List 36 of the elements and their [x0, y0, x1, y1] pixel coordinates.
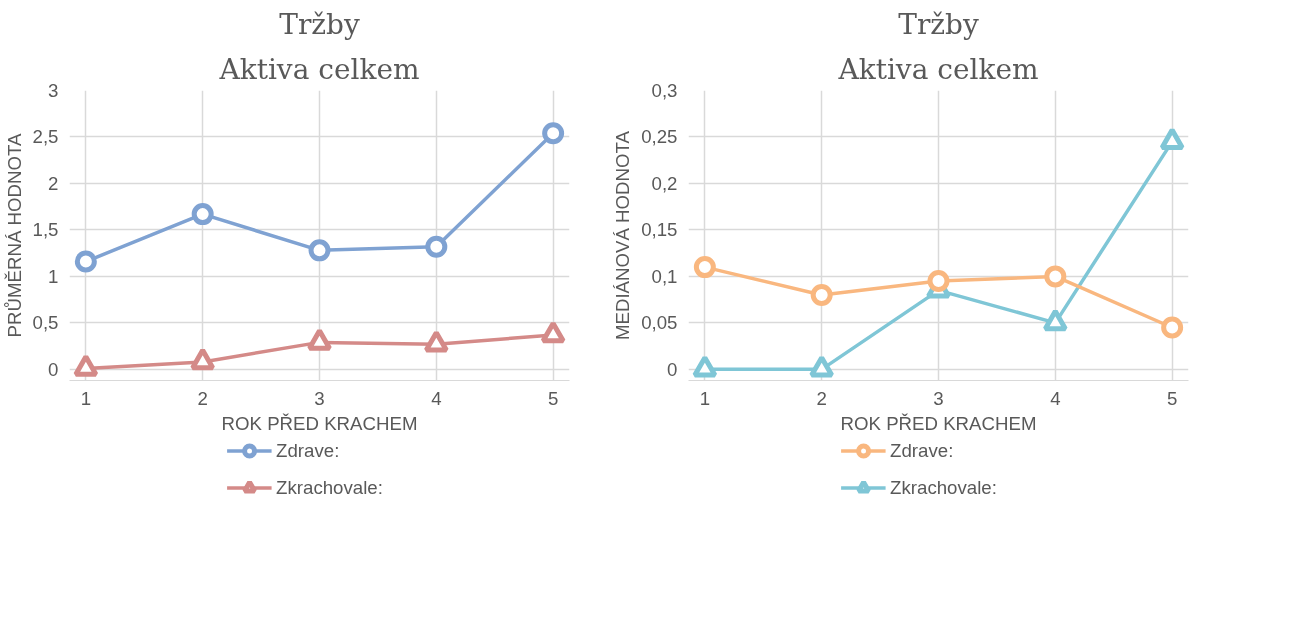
x-tick-label: 4 [431, 387, 442, 409]
y-tick-label: 2,5 [32, 126, 59, 148]
x-tick-label: 1 [699, 387, 711, 409]
chart-subtitle: Aktiva celkem [837, 52, 1039, 86]
legend-label: Zdrave: [276, 439, 340, 462]
x-tick-label: 2 [816, 387, 827, 409]
y-tick-label: 1,5 [32, 219, 59, 241]
x-tick-label: 2 [197, 387, 208, 409]
y-tick-label: 0,2 [651, 172, 678, 194]
y-tick-label: 0,25 [641, 126, 678, 148]
legend-label: Zkrachovale: [276, 476, 383, 499]
chart-title: Tržby [898, 7, 979, 41]
y-axis-title: PRŮMĚRNÁ HODNOTA [3, 133, 25, 338]
y-tick-label: 1 [48, 265, 59, 287]
legend-label: Zdrave: [890, 439, 954, 462]
legend-label: Zkrachovale: [890, 476, 997, 499]
y-tick-label: 0,05 [641, 312, 678, 334]
x-tick-label: 3 [314, 387, 325, 409]
x-tick-label: 5 [1166, 387, 1178, 409]
x-tick-label: 4 [1050, 387, 1061, 409]
chart-title: Tržby [279, 7, 360, 41]
y-tick-label: 3 [48, 80, 59, 101]
y-tick-label: 0,5 [32, 312, 59, 334]
y-tick-label: 0 [48, 358, 59, 380]
x-axis-title: ROK PŘED KRACHEM [840, 412, 1037, 434]
x-tick-label: 1 [80, 387, 92, 409]
y-axis-title: MEDIÁNOVÁ HODNOTA [612, 130, 634, 341]
x-axis-title: ROK PŘED KRACHEM [221, 412, 418, 434]
y-tick-label: 0,3 [651, 80, 678, 101]
y-tick-label: 0 [667, 358, 678, 380]
y-tick-label: 2 [48, 172, 59, 194]
x-tick-label: 5 [547, 387, 559, 409]
y-tick-label: 0,1 [651, 265, 678, 287]
chart-subtitle: Aktiva celkem [218, 52, 420, 86]
x-tick-label: 3 [933, 387, 944, 409]
y-tick-label: 0,15 [641, 219, 678, 241]
